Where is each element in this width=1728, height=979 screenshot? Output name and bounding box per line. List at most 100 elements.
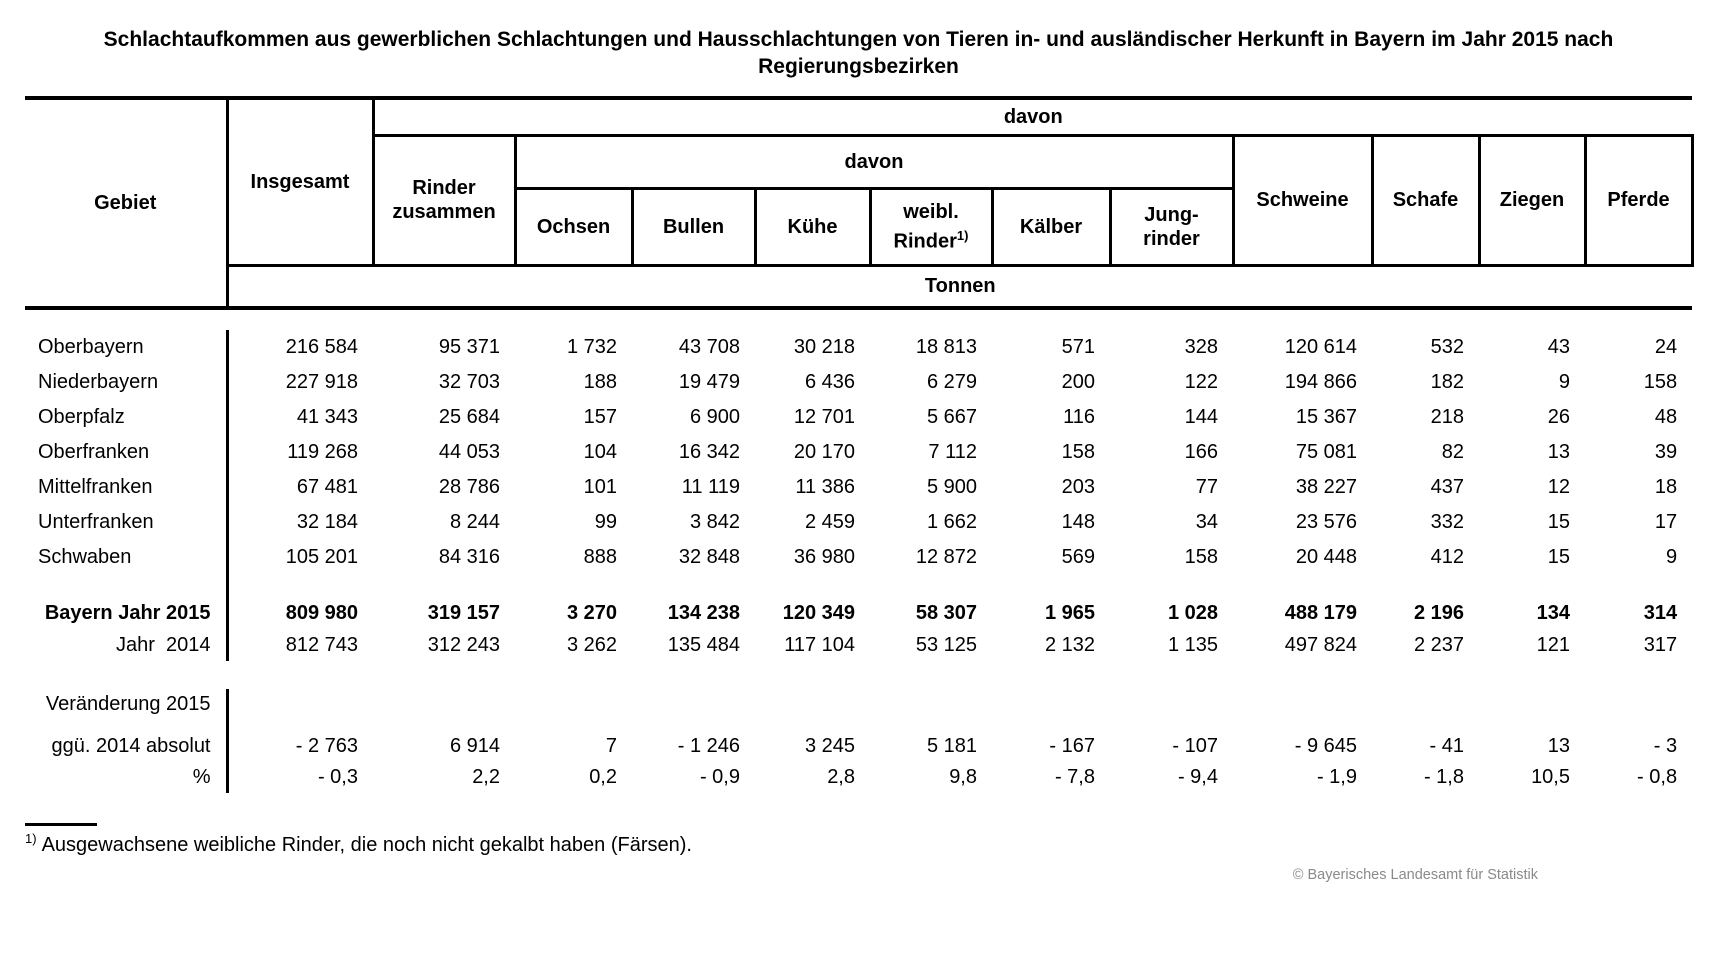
value-cell: 104 — [583, 441, 617, 463]
value-cell: - 7,8 — [1054, 766, 1095, 788]
value-cell: 20 448 — [1295, 546, 1357, 568]
value-cell: 30 218 — [793, 336, 855, 358]
value-cell: 437 — [1430, 476, 1464, 498]
value-cell: 28 786 — [438, 476, 500, 498]
footnote-marker-superscript: 1) — [956, 227, 969, 243]
value-cell: 218 — [1430, 406, 1464, 428]
rinder-line2: zusammen — [392, 201, 496, 223]
value-cell: 48 — [1654, 406, 1678, 428]
value-cell: 203 — [1061, 476, 1095, 498]
value-cell: 314 — [1643, 601, 1678, 624]
rinder-line1: Rinder — [412, 177, 476, 199]
col-header-ochsen: Ochsen — [515, 188, 634, 267]
spacer-row — [25, 575, 1692, 597]
col-header-jungrinder: Jung-rinder — [1110, 188, 1235, 267]
value-cell: 20 170 — [793, 441, 855, 463]
summary-row: Jahr 2014 812 743 312 243 3 262 135 484 117 1… — [25, 629, 1692, 661]
value-cell: 84 316 — [438, 546, 500, 568]
spacer-cell — [227, 661, 1692, 689]
col-header-kaelber: Kälber — [992, 188, 1112, 267]
value-cell: 12 701 — [793, 406, 855, 428]
value-cell: 82 — [1441, 441, 1464, 463]
value-cell: 53 125 — [915, 633, 977, 656]
value-cell: - 3 — [1653, 735, 1678, 757]
value-cell: 3 842 — [689, 511, 740, 533]
value-cell: 200 — [1061, 371, 1095, 393]
col-header-insgesamt: Insgesamt — [227, 98, 375, 267]
col-header-schweine: Schweine — [1233, 135, 1374, 267]
value-cell: 2 132 — [1044, 633, 1095, 656]
value-cell: - 2 763 — [295, 735, 358, 757]
value-cell: 6 279 — [926, 371, 977, 393]
value-cell: 75 081 — [1295, 441, 1357, 463]
footnote-text: Ausgewachsene weibliche Rinder, die noch… — [41, 833, 692, 856]
value-cell: 119 268 — [287, 441, 358, 463]
value-cell: 5 181 — [926, 735, 977, 757]
value-cell: - 0,9 — [699, 766, 740, 788]
value-cell: - 0,3 — [317, 766, 358, 788]
spacer-cell — [25, 661, 227, 689]
jung-line2: rinder — [1143, 227, 1200, 250]
value-cell: 18 813 — [915, 336, 977, 358]
spacer-cell — [25, 308, 227, 330]
row-label: Niederbayern — [25, 365, 229, 400]
value-cell: 332 — [1430, 511, 1464, 533]
value-cell: 43 708 — [678, 336, 740, 358]
value-cell: 116 — [1063, 406, 1095, 428]
value-cell: - 107 — [1172, 735, 1218, 757]
district-row: Schwaben 105 201 84 316 888 32 848 36 980 12 8… — [25, 540, 1692, 575]
value-cell: 227 918 — [285, 371, 358, 393]
value-cell: 809 980 — [285, 601, 358, 624]
value-cell: 2 459 — [804, 511, 855, 533]
value-cell: 15 — [1547, 511, 1570, 533]
row-label: Unterfranken — [25, 505, 229, 540]
value-cell: 188 — [583, 371, 617, 393]
value-cell: 117 104 — [784, 633, 855, 656]
value-cell: - 0,8 — [1637, 766, 1678, 788]
value-cell: 120 349 — [782, 601, 855, 624]
value-cell: 497 824 — [1284, 633, 1357, 656]
footnote-rule — [25, 823, 97, 826]
value-cell: 9,8 — [949, 766, 977, 788]
value-cell: 2 196 — [1413, 601, 1464, 624]
value-cell: 67 481 — [296, 476, 358, 498]
value-cell: 9 — [1558, 371, 1570, 393]
value-cell: 16 342 — [678, 441, 740, 463]
spacer-row — [25, 719, 1692, 731]
value-cell: 11 386 — [795, 476, 855, 498]
value-cell: - 1,8 — [1423, 766, 1464, 788]
value-cell: 38 227 — [1295, 476, 1357, 498]
weibl-line1: weibl. — [903, 200, 959, 223]
value-cell: 7 112 — [928, 441, 977, 463]
header-row-1: Gebiet Insgesamt davon — [25, 98, 1693, 310]
col-header-ziegen: Ziegen — [1479, 135, 1587, 267]
district-row: Unterfranken 32 184 8 244 99 3 842 2 459 1 662… — [25, 505, 1692, 540]
section-label: Veränderung 2015 — [25, 689, 229, 719]
value-cell: 1 732 — [566, 336, 617, 358]
jung-line1: Jung- — [1144, 203, 1199, 226]
change-row: % - 0,3 2,2 0,2 - 0,9 2,8 9,8 - 7,8 - 9,4 - 1,9 - … — [25, 762, 1692, 793]
value-cell: 6 900 — [689, 406, 740, 428]
value-cell: 2,2 — [472, 766, 500, 788]
value-cell: 95 371 — [438, 336, 500, 358]
unit-header-tonnen: Tonnen — [227, 265, 1693, 310]
empty-cell — [227, 689, 1692, 719]
value-cell: 7 — [605, 735, 617, 757]
footnote-marker: 1) — [25, 831, 37, 846]
col-header-weibl-rinder: weibl. Rinder1) — [870, 188, 994, 267]
value-cell: - 1,9 — [1316, 766, 1357, 788]
value-cell: 32 184 — [296, 511, 358, 533]
value-cell: 15 367 — [1295, 406, 1357, 428]
row-label: Jahr 2014 — [25, 629, 229, 661]
district-row: Oberfranken 119 268 44 053 104 16 342 20 170 7… — [25, 435, 1692, 470]
spacer-cell — [227, 308, 1692, 330]
value-cell: 812 743 — [285, 633, 358, 656]
value-cell: - 167 — [1049, 735, 1095, 757]
row-label: ggü. 2014 absolut — [25, 731, 229, 762]
value-cell: 569 — [1061, 546, 1095, 568]
value-cell: 5 900 — [926, 476, 977, 498]
value-cell: 1 965 — [1044, 601, 1095, 624]
col-header-kuehe: Kühe — [755, 188, 872, 267]
section-label-row: Veränderung 2015 — [25, 689, 1692, 719]
page-title: Schlachtaufkommen aus gewerblichen Schla… — [103, 28, 1614, 78]
